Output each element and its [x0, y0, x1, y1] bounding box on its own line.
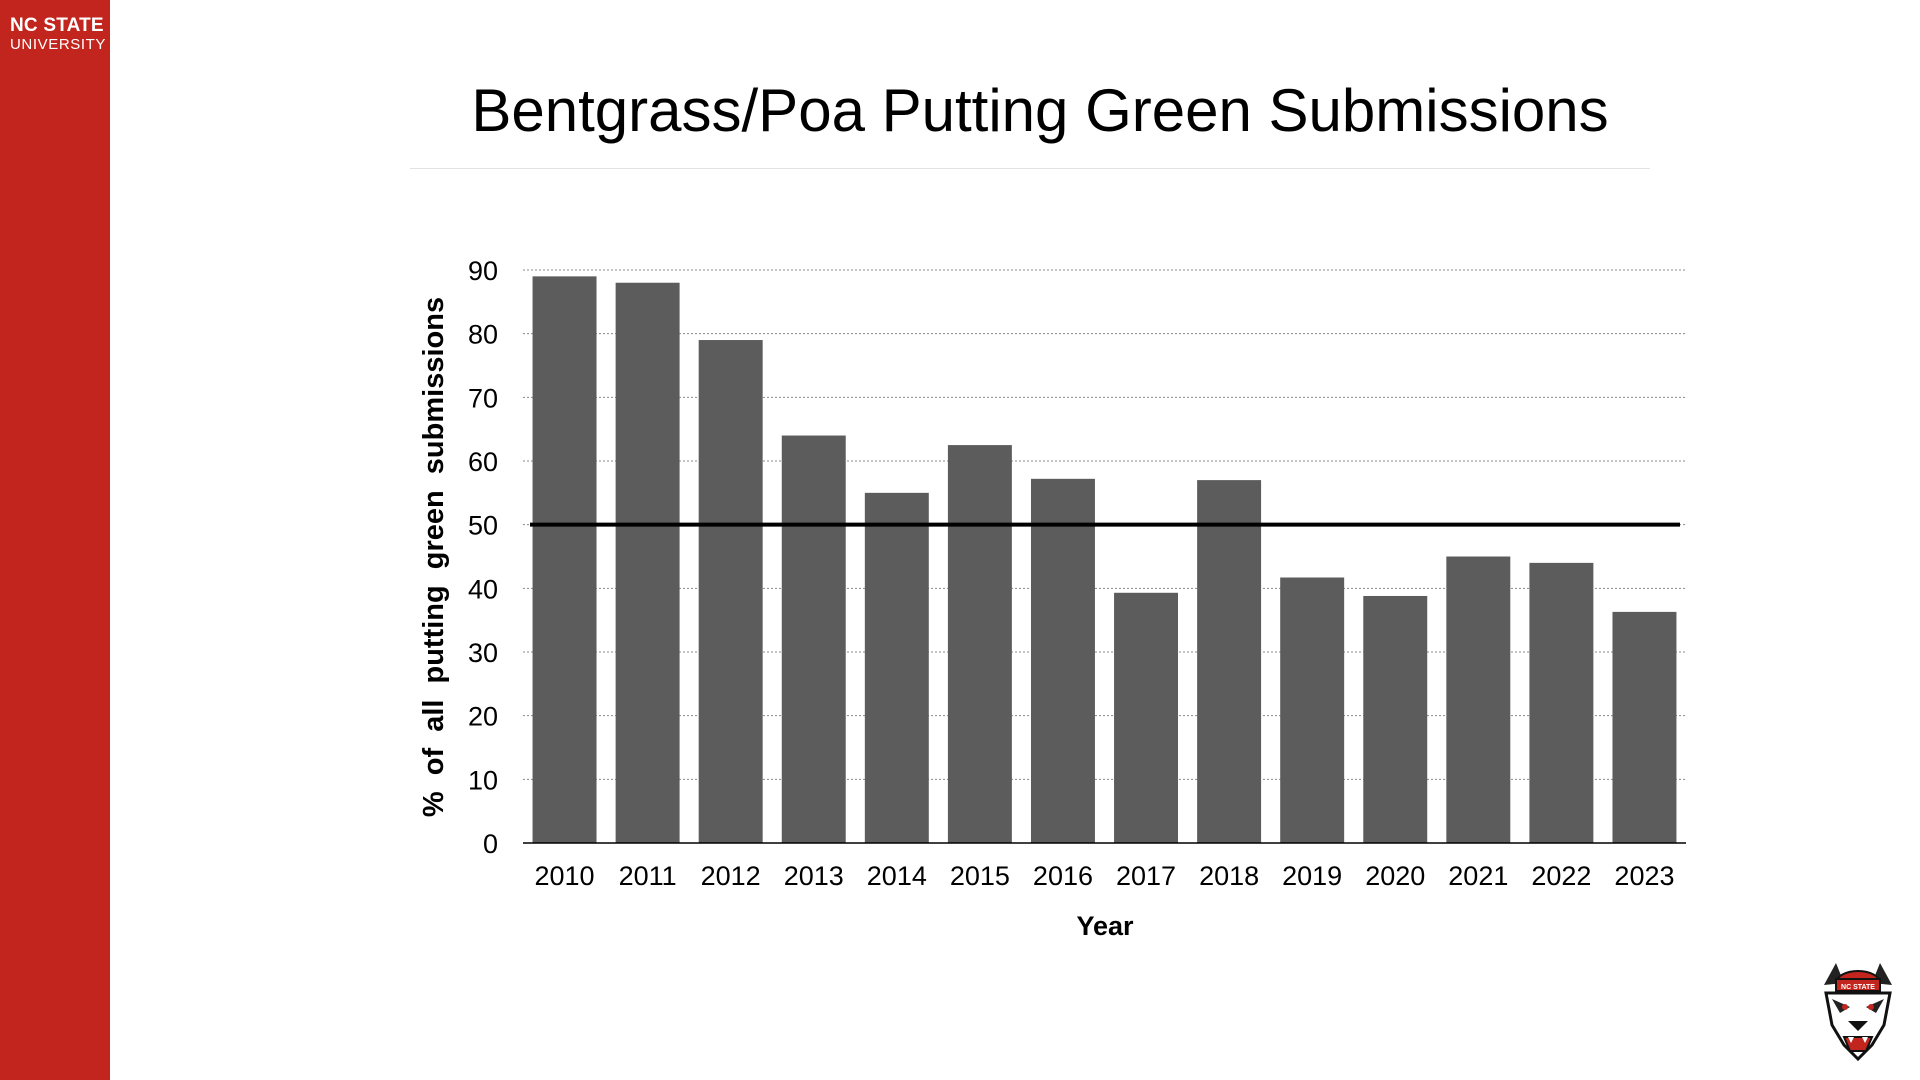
mascot-hat-text: NC STATE	[1841, 984, 1875, 991]
x-tick-label: 2019	[1282, 861, 1342, 891]
bar	[615, 282, 680, 843]
x-tick-label: 2016	[1033, 861, 1093, 891]
y-tick-labels: 0 10 20 30 40 50 60 70 80 90	[468, 256, 498, 859]
bar	[1529, 562, 1594, 843]
bars	[532, 276, 1677, 843]
bar	[698, 340, 763, 843]
x-tick-labels: 2010 2011 2012 2013 2014 2015 2016 2017 2018 2019…	[534, 861, 1674, 891]
y-tick-label: 90	[468, 256, 498, 286]
x-tick-label: 2020	[1365, 861, 1425, 891]
bar	[532, 276, 597, 843]
x-tick-label: 2011	[619, 861, 677, 891]
x-tick-label: 2023	[1614, 861, 1674, 891]
y-tick-label: 50	[468, 511, 498, 541]
bar	[1612, 611, 1677, 843]
y-tick-label: 60	[468, 447, 498, 477]
y-tick-label: 70	[468, 383, 498, 413]
y-tick-label: 80	[468, 320, 498, 350]
bar	[781, 435, 846, 843]
bar	[1280, 577, 1345, 843]
x-tick-label: 2014	[867, 861, 927, 891]
bar	[1030, 478, 1095, 843]
wolf-mascot-icon: NC STATE	[1824, 963, 1892, 1062]
brand-sidebar: NC STATE UNIVERSITY	[0, 0, 110, 1080]
x-tick-label: 2021	[1448, 861, 1508, 891]
bar	[947, 445, 1012, 843]
x-tick-label: 2018	[1199, 861, 1259, 891]
bar	[1363, 595, 1428, 843]
x-tick-label: 2013	[784, 861, 844, 891]
bar	[864, 492, 929, 843]
x-tick-label: 2015	[950, 861, 1010, 891]
y-tick-label: 20	[468, 702, 498, 732]
bar	[1114, 592, 1179, 843]
bar	[1446, 556, 1511, 843]
y-tick-label: 30	[468, 638, 498, 668]
logo-line2: UNIVERSITY	[10, 36, 107, 53]
y-tick-label: 10	[468, 765, 498, 795]
slide-title: Bentgrass/Poa Putting Green Submissions	[471, 77, 1609, 144]
x-axis-title: Year	[1076, 911, 1134, 941]
x-tick-label: 2017	[1116, 861, 1176, 891]
x-tick-label: 2022	[1531, 861, 1591, 891]
title-divider	[410, 168, 1650, 169]
y-tick-label: 0	[483, 829, 498, 859]
bar	[1197, 480, 1262, 843]
logo-line1: NC STATE	[10, 15, 104, 36]
ncstate-logo: NC STATE UNIVERSITY	[10, 16, 106, 52]
x-tick-label: 2012	[701, 861, 761, 891]
x-tick-label: 2010	[534, 861, 594, 891]
y-axis-title: % of all putting green submissions	[418, 297, 450, 817]
y-tick-label: 40	[468, 574, 498, 604]
